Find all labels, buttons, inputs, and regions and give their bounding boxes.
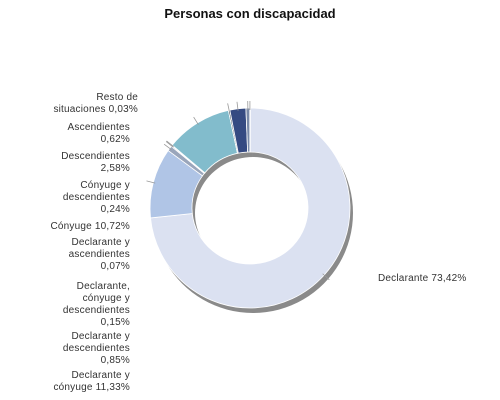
slice-label-line: situaciones 0,03% [53, 104, 138, 115]
leader-line-6 [227, 103, 230, 113]
slice-label-line: Resto de [96, 92, 138, 103]
slice-label-line: 0,07% [100, 261, 130, 272]
slice-label-7: Descendientes 2,58% [8, 151, 130, 175]
leader-line-2 [163, 143, 172, 150]
slice-label-line: Descendientes [61, 151, 130, 162]
slice-label-line: descendientes [62, 305, 130, 316]
slice-label-line: descendientes [62, 192, 130, 203]
slice-label-9: Resto de situaciones 0,03% [8, 92, 138, 116]
slice-label-8: Ascendientes 0,62% [8, 122, 130, 146]
slice-9 [249, 107, 251, 153]
slice-label-5: Cónyuge 10,72% [8, 221, 130, 233]
slice-label-line: 2,58% [100, 163, 130, 174]
slice-label-6: Cónyuge y descendientes 0,24% [8, 180, 130, 216]
leader-line-0 [322, 273, 330, 281]
chart-title: Personas con discapacidad [164, 6, 336, 21]
slice-label-2: Declarante y descendientes 0,85% [8, 331, 130, 367]
leader-line-7 [236, 101, 239, 111]
slice-label-line: Cónyuge y [80, 180, 130, 191]
leader-line-5 [193, 116, 199, 125]
slice-label-line: cónyuge y [82, 293, 130, 304]
slice-label-line: Declarante 73,42% [378, 273, 467, 284]
slice-label-1: Declarante y cónyuge 11,33% [8, 370, 130, 394]
slice-label-0: Declarante 73,42% [378, 273, 466, 285]
leader-line-1 [146, 180, 156, 184]
slice-label-line: Cónyuge 10,72% [50, 221, 130, 232]
slice-label-line: 0,62% [100, 134, 130, 145]
slice-label-line: 0,24% [100, 204, 130, 215]
slice-label-line: ascendientes [68, 249, 130, 260]
slice-label-line: Declarante y [71, 237, 130, 248]
slice-label-line: 0,15% [100, 317, 130, 328]
slice-label-line: Declarante y [71, 370, 130, 381]
leader-line-3 [165, 141, 174, 148]
donut-slices [149, 107, 351, 309]
slice-label-4: Declarante y ascendientes 0,07% [8, 237, 130, 273]
slice-0 [150, 107, 351, 309]
slice-label-line: Declarante, [76, 281, 130, 292]
leader-line-4 [166, 140, 174, 147]
slice-label-line: 0,85% [100, 355, 130, 366]
slice-label-line: descendientes [62, 343, 130, 354]
slice-label-line: Declarante y [71, 331, 130, 342]
slice-label-line: cónyuge 11,33% [53, 382, 130, 393]
slice-label-line: Ascendientes [67, 122, 130, 133]
slice-label-3: Declarante, cónyuge y descendientes 0,15% [8, 281, 130, 329]
leader-lines [146, 100, 330, 281]
